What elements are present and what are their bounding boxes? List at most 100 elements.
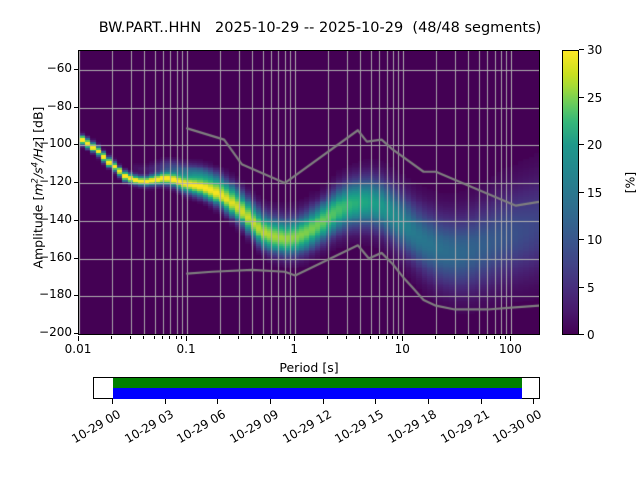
data-coverage-timeline [93,377,540,399]
x-tick-mark [162,336,164,339]
y-tick-mark [74,257,78,259]
y-tick-label: −100 [39,136,72,151]
x-tick-label: 1 [290,342,299,356]
timeline-tick-mark [322,399,324,404]
colorbar-tick-label: 20 [579,138,602,152]
colorbar-ticklabels: 0 5 10 15 20 25 30 [579,43,629,342]
timeline-tick-label: 10-29 15 [332,407,387,447]
x-tick-mark [270,336,272,339]
timeline-tick-mark [164,399,166,404]
x-tick-mark [486,336,488,339]
colorbar-tick-label: 0 [579,328,595,342]
x-tick-mark [277,336,279,339]
timeline-tick-label: 10-29 00 [69,407,124,447]
x-tick-label: 100 [498,342,522,356]
timeline-tick-mark [217,399,219,404]
y-axis-title-text: Amplitude [ [30,195,46,269]
y-tick-mark [74,219,78,221]
timeline-tick-label: 10-29 12 [279,407,334,447]
x-tick-mark [153,336,155,339]
x-tick-mark [385,336,387,339]
timeline-tickmarks [93,399,542,405]
timeline-tick-label: 10-29 06 [174,407,229,447]
x-axis-ticklabels: 0.01 0.1 1 10 100 [65,338,540,358]
y-tick-label: −160 [39,249,72,264]
timeline-tick-mark [112,399,114,404]
x-tick-mark [434,336,436,339]
timeline-ticklabels: 10-29 00 10-29 03 10-29 06 10-29 09 10-29 12… [0,403,640,473]
timeline-tick-mark [480,399,482,404]
colorbar-tick-label: 25 [579,91,602,105]
x-tick-mark [251,336,253,339]
x-tick-mark [391,336,393,339]
x-axis-title: Period [s] [279,360,339,375]
colorbar-tick-label: 10 [579,233,602,247]
y-tick-mark [74,144,78,146]
timeline-tick-label: 10-30 00 [490,407,545,447]
y-tick-mark [74,333,78,334]
timeline-tick-label: 10-29 21 [437,407,492,447]
figure-title: BW.PART..HHN 2025-10-29 -- 2025-10-29 (4… [98,20,542,36]
y-tick-label: −60 [46,60,72,75]
x-tick-mark [397,336,399,339]
coverage-band-green [113,378,522,388]
x-tick-mark [493,336,495,339]
colorbar-tick-label: 30 [579,43,602,57]
timeline-tick-mark [428,399,430,404]
x-tick-mark [359,336,361,339]
x-tick-mark [289,336,291,339]
colorbar [562,50,579,335]
x-tick-mark [181,336,183,339]
x-tick-label: 0.01 [64,342,92,356]
x-tick-mark [169,336,171,339]
y-axis-title: Amplitude [m2/s4/Hz] [dB] [30,58,45,318]
timeline-tick-label: 10-29 03 [122,407,176,447]
x-tick-label: 10 [394,342,410,356]
colorbar-title: [%] [622,171,638,194]
y-axis-ticklabels: −60 −80 −100 −120 −140 −160 −180 −200 [28,50,72,339]
timeline-tick-mark [375,399,377,404]
x-tick-mark [283,336,285,339]
x-tick-mark [237,336,239,339]
x-tick-label: 0.1 [176,342,196,356]
y-tick-label: −120 [39,174,72,189]
x-tick-mark [505,336,507,339]
x-tick-mark [326,336,328,339]
x-tick-mark [110,336,112,339]
x-tick-mark [294,336,296,341]
coverage-band-blue [113,388,522,399]
x-tick-mark [402,336,404,341]
y-axis-units: m2/s4/Hz [30,141,46,196]
noise-model-curves [79,51,539,334]
timeline-tick-mark [270,399,272,404]
x-tick-mark [477,336,479,339]
x-tick-mark [467,336,469,339]
y-tick-label: −140 [39,211,72,226]
x-tick-mark [453,336,455,339]
y-tick-mark [74,295,78,297]
x-tick-mark [499,336,501,339]
x-tick-mark [78,336,79,341]
x-tick-mark [369,336,371,339]
x-tick-mark [218,336,220,339]
colorbar-tick-label: 15 [579,186,602,200]
x-tick-mark [186,336,188,341]
timeline-tick-label: 10-29 09 [227,407,282,447]
x-tick-mark [175,336,177,339]
y-tick-label: −80 [46,98,72,113]
y-tick-mark [74,68,78,70]
colorbar-tick-label: 5 [579,281,595,295]
x-tick-mark [129,336,131,339]
x-tick-mark [143,336,145,339]
x-tick-mark [378,336,380,339]
y-axis-title-suffix: ] [dB] [30,106,46,142]
y-tick-label: −200 [39,325,72,339]
y-tick-mark [74,182,78,184]
ppsd-axes [78,50,540,335]
x-tick-mark [345,336,347,339]
x-tick-mark [261,336,263,339]
x-tick-mark [510,336,512,341]
timeline-tick-mark [533,399,535,404]
y-tick-label: −180 [39,287,72,302]
